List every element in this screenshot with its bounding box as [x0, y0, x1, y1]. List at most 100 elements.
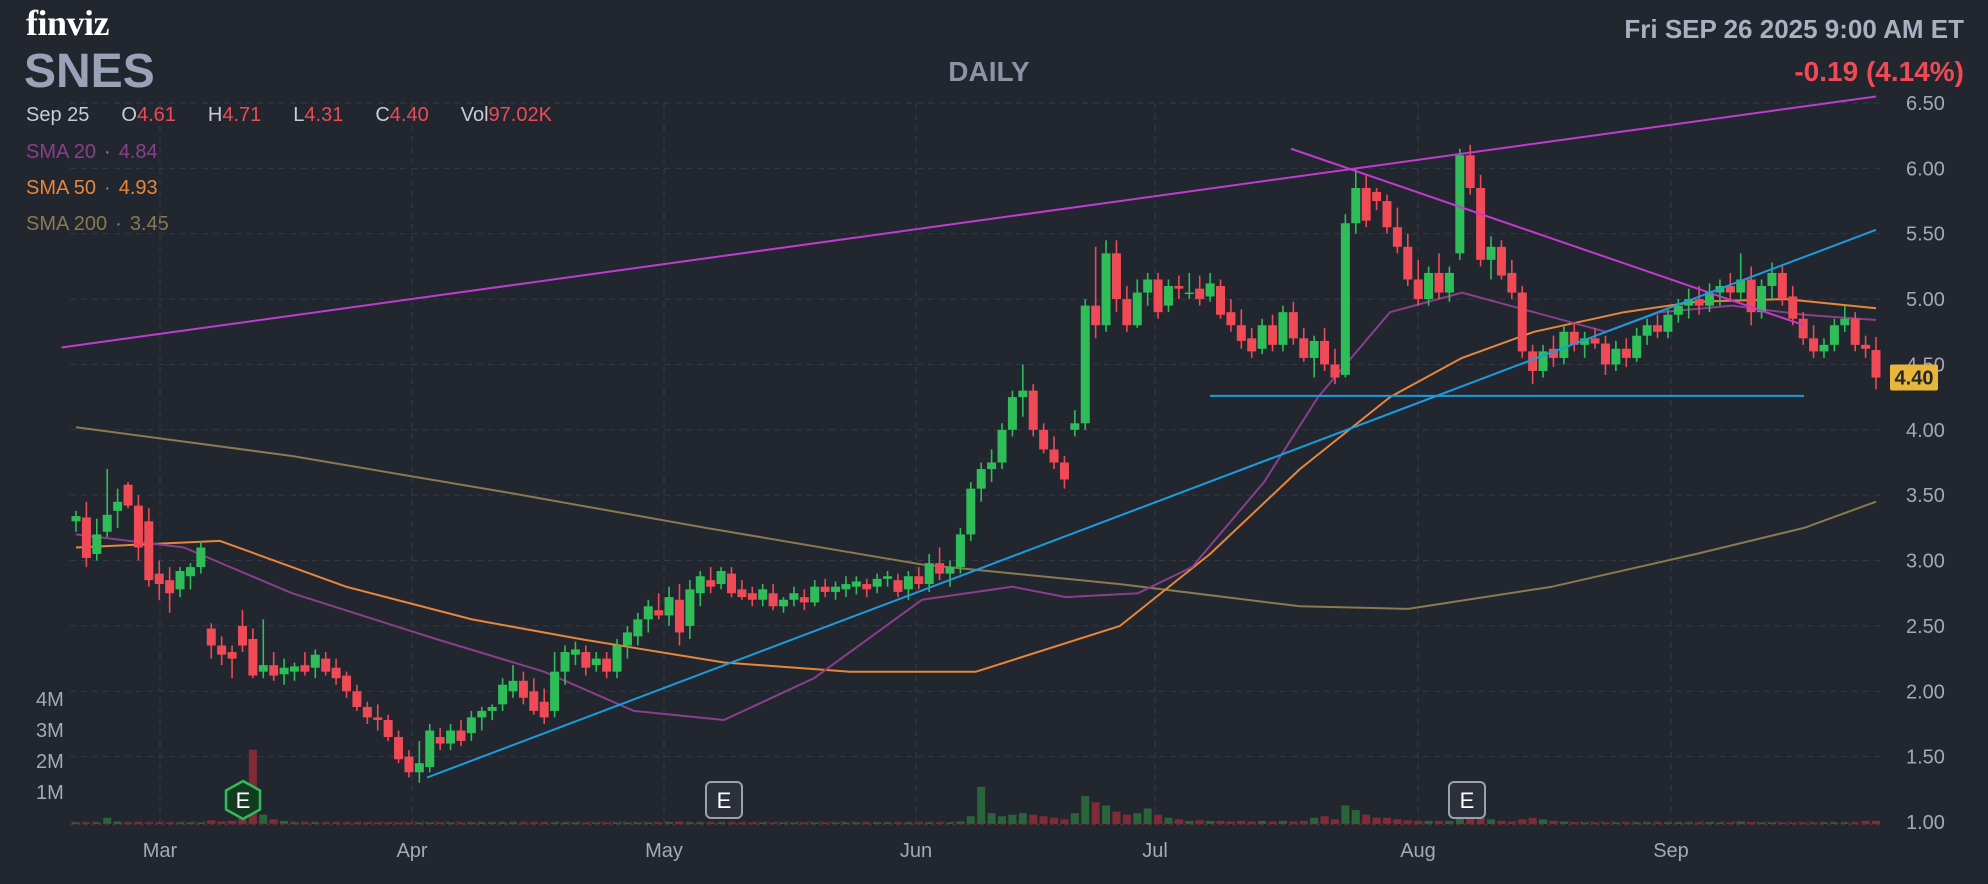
last-price-badge	[1890, 364, 1938, 391]
candle	[1621, 338, 1631, 368]
volume-bar	[1247, 821, 1256, 824]
candle	[799, 589, 809, 611]
candle	[269, 652, 279, 681]
earnings-marker[interactable]: E	[705, 781, 743, 819]
candle-body	[1184, 292, 1194, 295]
candle-body	[831, 586, 841, 592]
volume-bar	[1268, 821, 1277, 824]
volume-bar	[477, 822, 486, 824]
candle	[820, 578, 830, 598]
candle	[1268, 314, 1278, 352]
candle	[862, 578, 872, 598]
candle-body	[435, 737, 445, 744]
volume-tick-label: 4M	[36, 689, 64, 711]
x-tick-label: May	[645, 840, 683, 862]
volume-bar	[1487, 819, 1496, 824]
candle-body	[924, 563, 934, 585]
volume-bar	[1726, 822, 1735, 824]
volume-bar	[363, 822, 372, 824]
sma200-legend[interactable]: SMA 200 · 3.45	[26, 213, 169, 236]
volume-bar	[300, 822, 309, 824]
ohlc-date: Sep 25	[26, 104, 90, 126]
candle-body	[113, 501, 123, 511]
candle	[550, 652, 560, 718]
candle	[289, 662, 299, 681]
sma50-legend[interactable]: SMA 50 · 4.93	[26, 177, 158, 200]
finviz-logo[interactable]: finviz	[26, 3, 110, 43]
candle	[1080, 299, 1090, 430]
volume-bar	[789, 822, 798, 824]
candle	[92, 518, 102, 561]
candle	[404, 750, 414, 778]
candle-body	[1871, 350, 1881, 378]
volume-bar	[748, 822, 757, 824]
candle	[570, 641, 580, 666]
candle	[1829, 318, 1839, 352]
candle	[1059, 455, 1069, 489]
candle-body	[477, 710, 487, 718]
candle-body	[560, 652, 570, 672]
candle-body	[289, 666, 299, 672]
candle	[1850, 312, 1860, 352]
volume-bar	[196, 822, 205, 824]
candle-body	[591, 658, 601, 666]
candle-body	[1736, 279, 1746, 293]
candle	[248, 628, 258, 679]
candle-body	[175, 571, 185, 590]
candle	[789, 586, 799, 607]
candle	[1559, 325, 1569, 365]
candle	[196, 540, 206, 574]
candle-body	[1278, 312, 1288, 345]
candle-body	[1559, 331, 1569, 358]
volume-bar	[852, 822, 861, 824]
candle	[414, 740, 424, 783]
volume-bar	[1174, 819, 1183, 824]
candle	[1101, 240, 1111, 332]
earnings-marker[interactable]: E	[224, 779, 262, 821]
candle-body	[154, 573, 164, 585]
sma20-legend[interactable]: SMA 20 · 4.84	[26, 141, 158, 164]
candle-body	[1746, 279, 1756, 313]
earnings-marker[interactable]: E	[1448, 781, 1486, 819]
candle	[1725, 272, 1735, 302]
volume-bar	[1767, 822, 1776, 824]
candle-body	[1444, 272, 1454, 293]
volume-bar	[1799, 822, 1808, 824]
volume-bar	[727, 822, 736, 824]
candle	[924, 554, 934, 592]
candle	[466, 710, 476, 741]
candle-body	[570, 649, 580, 655]
volume-bar	[92, 822, 101, 824]
candle	[1288, 301, 1298, 345]
volume-bar	[508, 822, 517, 824]
candle-body	[1382, 201, 1392, 228]
volume-bar	[1143, 808, 1152, 824]
candle	[1705, 283, 1715, 313]
candle-body	[1247, 338, 1257, 352]
candle	[1403, 233, 1413, 287]
candle	[1476, 174, 1486, 267]
volume-bar	[893, 822, 902, 824]
candle-body	[1611, 348, 1621, 365]
volume-bar	[1185, 820, 1194, 824]
volume-bar	[1747, 822, 1756, 824]
volume-bar	[977, 786, 986, 824]
candle	[1132, 279, 1142, 328]
candle-body	[862, 584, 872, 590]
candle-body	[622, 632, 632, 646]
candle-body	[643, 606, 653, 620]
ohlc-volume: 97.02K	[488, 104, 552, 126]
last-price-label: 4.40	[1895, 368, 1934, 390]
candle-body	[1340, 223, 1350, 375]
candle	[695, 571, 705, 607]
volume-bar	[82, 822, 91, 824]
candle-body	[695, 576, 705, 594]
candle-body	[1080, 305, 1090, 424]
candle-body	[654, 610, 664, 616]
volume-bar	[675, 821, 684, 824]
volume-bar	[561, 822, 570, 824]
candle-body	[102, 514, 112, 532]
sma20-value: 4.84	[118, 141, 158, 163]
candle	[237, 610, 247, 653]
